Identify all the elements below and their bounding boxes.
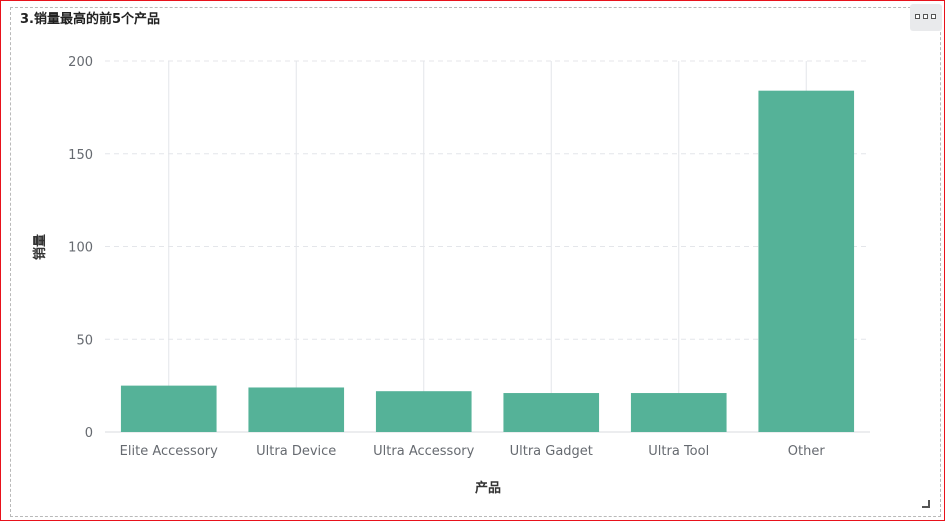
x-tick-label: Ultra Tool xyxy=(648,444,709,459)
x-tick-label: Ultra Gadget xyxy=(510,444,593,459)
bars xyxy=(120,90,855,433)
bar-ultra-tool[interactable] xyxy=(630,393,727,432)
more-dot-icon xyxy=(931,14,936,19)
resize-handle-icon[interactable] xyxy=(922,500,930,508)
x-axis-title: 产品 xyxy=(475,480,501,496)
x-tick-label: Ultra Accessory xyxy=(373,444,474,459)
x-tick-label: Ultra Device xyxy=(256,444,336,459)
more-options-icon[interactable] xyxy=(910,4,942,31)
bar-ultra-gadget[interactable] xyxy=(503,393,600,432)
x-tick-label: Other xyxy=(788,444,826,459)
more-dot-icon xyxy=(923,14,928,19)
y-tick-label: 100 xyxy=(68,241,93,256)
panel-drop-zone xyxy=(10,7,941,517)
x-tick-labels: Elite Accessory Ultra Device Ultra Accesso… xyxy=(120,444,826,459)
x-tick-label: Elite Accessory xyxy=(120,444,218,459)
bar-elite-accessory[interactable] xyxy=(120,385,217,432)
y-tick-label: 150 xyxy=(68,148,93,163)
bar-ultra-accessory[interactable] xyxy=(375,391,472,432)
y-tick-label: 200 xyxy=(68,55,93,70)
panel-title: 3.销量最高的前5个产品 xyxy=(20,12,161,27)
y-tick-label: 0 xyxy=(85,426,93,441)
more-dot-icon xyxy=(915,14,920,19)
y-axis-title: 销量 xyxy=(32,234,48,260)
y-tick-label: 50 xyxy=(76,333,93,348)
y-tick-labels: 0 50 100 150 200 xyxy=(68,55,93,441)
bar-other[interactable] xyxy=(758,90,855,433)
grid-lines xyxy=(105,60,870,433)
bar-ultra-device[interactable] xyxy=(248,387,345,432)
